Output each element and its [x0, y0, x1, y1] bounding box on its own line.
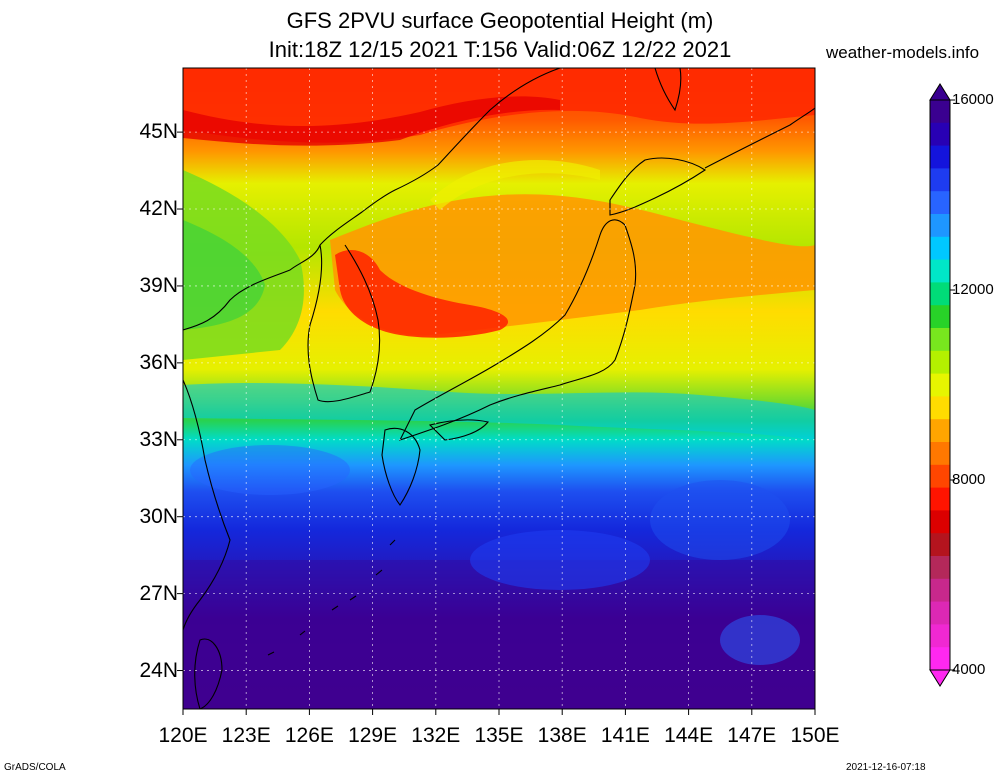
colorbar-segment	[930, 122, 950, 147]
colorbar-segment	[930, 191, 950, 215]
axis-ticks	[177, 131, 816, 715]
colorbar-tick-label: 12000	[952, 281, 994, 298]
lat-tick-label: 24N	[139, 658, 178, 682]
southern-deep-region	[183, 560, 815, 709]
coastline-honshu	[398, 219, 637, 441]
coastline-korea	[307, 244, 381, 403]
colorbar-segment	[930, 419, 950, 443]
colorbar-tick-label: 4000	[952, 661, 986, 678]
lon-tick-label: 135E	[474, 724, 524, 747]
site-name: weather-models.info	[826, 43, 980, 62]
colorbar-segment	[930, 510, 950, 534]
colorbar	[929, 83, 955, 687]
colorbar-segment	[930, 556, 950, 580]
colorbar-segment	[930, 578, 950, 603]
lon-tick-label: 150E	[790, 724, 840, 747]
colorbar-segment	[930, 305, 950, 329]
colorbar-segment	[930, 442, 950, 466]
colorbar-max-arrow	[929, 83, 951, 101]
green-core	[183, 220, 265, 330]
lon-tick-label: 147E	[727, 724, 777, 747]
lon-tick-label: 138E	[537, 724, 587, 747]
lon-tick-label: 141E	[600, 724, 650, 747]
coastline-mainland	[183, 68, 561, 331]
colorbar-segment	[930, 282, 950, 306]
graticule	[183, 68, 815, 709]
chart-title: GFS 2PVU surface Geopotential Height (m)	[286, 8, 714, 33]
lon-tick-label: 126E	[284, 724, 334, 747]
blue-blob	[650, 480, 790, 560]
software-credit: GrADS/COLA	[4, 762, 66, 773]
lon-tick-label: 123E	[221, 724, 271, 747]
coastline-shikoku	[428, 419, 489, 441]
lat-tick-label: 39N	[139, 273, 178, 297]
colorbar-segment	[930, 396, 950, 420]
colorbar-segment	[930, 236, 950, 261]
lat-tick-label: 42N	[139, 197, 178, 221]
colorbar-segment	[930, 100, 950, 124]
colorbar-tick-label: 8000	[952, 471, 986, 488]
colorbar-segment	[930, 487, 950, 511]
deep-red-streak	[183, 96, 560, 146]
lat-tick-label: 27N	[139, 581, 178, 605]
colorbar-segment	[930, 464, 950, 489]
blue-blob	[470, 530, 650, 590]
coastline-kurils	[704, 107, 815, 169]
colorbar-segment	[930, 533, 950, 557]
lat-tick-label: 36N	[139, 350, 178, 374]
red-core	[335, 250, 509, 338]
colorbar-min-arrow	[929, 669, 951, 687]
blue-blob	[190, 445, 350, 495]
coastline-kyushu	[381, 427, 421, 506]
colorbar-tick-label: 16000	[952, 91, 994, 108]
colorbar-segment	[930, 259, 950, 283]
coastline-ryukyu	[267, 539, 396, 656]
yellow-streak	[430, 160, 600, 210]
colorbar-frame	[929, 99, 951, 671]
generation-timestamp: 2021-12-16-07:18	[846, 762, 926, 773]
coastlines	[183, 68, 815, 709]
colorbar-segment	[930, 624, 950, 648]
colorbar-segment	[930, 328, 950, 352]
colorbar-segment	[930, 601, 950, 625]
lat-tick-label: 33N	[139, 427, 178, 451]
coastline-taiwan	[194, 638, 223, 709]
coastline-sakhalin	[654, 68, 682, 112]
blue-blob	[720, 615, 800, 665]
lon-tick-label: 132E	[411, 724, 461, 747]
chart-subtitle: Init:18Z 12/15 2021 T:156 Valid:06Z 12/2…	[268, 37, 732, 62]
colorbar-segment	[930, 145, 950, 169]
coastline-china-south	[183, 379, 231, 631]
lon-tick-label: 144E	[664, 724, 714, 747]
colorbar-segment	[930, 350, 950, 375]
colorbar-segment	[930, 168, 950, 192]
orange-plume	[330, 194, 815, 336]
lat-tick-label: 30N	[139, 504, 178, 528]
lon-tick-label: 129E	[348, 724, 398, 747]
colorbar-segment	[930, 647, 950, 671]
field-features	[183, 68, 815, 709]
colorbar-segment	[930, 373, 950, 397]
lat-tick-label: 45N	[139, 120, 178, 144]
lon-tick-label: 120E	[158, 724, 208, 747]
colorbar-segment	[930, 214, 950, 238]
coastline-hokkaido	[609, 157, 706, 216]
